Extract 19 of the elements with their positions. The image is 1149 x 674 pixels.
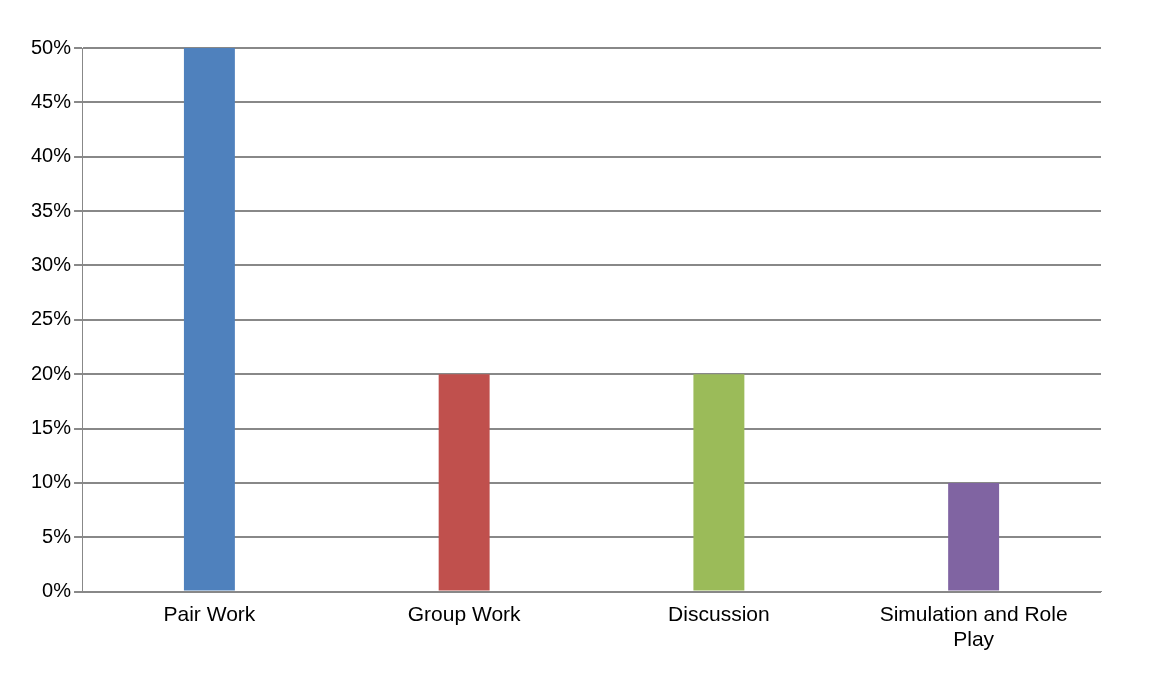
y-tick-label: 45%: [31, 89, 72, 112]
y-tick-label: 40%: [31, 144, 72, 167]
bar: [948, 482, 1000, 591]
bar: [693, 374, 745, 591]
y-tick-label: 0%: [42, 579, 72, 602]
bar: [438, 374, 490, 591]
bar: [183, 48, 235, 591]
x-tick-label: Discussion: [668, 602, 770, 625]
y-tick-label: 50%: [31, 35, 72, 58]
x-tick-label: Simulation and Role Play: [879, 602, 1068, 651]
x-tick-label: Group Work: [407, 602, 522, 625]
y-tick-label: 25%: [31, 307, 72, 330]
x-tick-label: Pair Work: [163, 602, 256, 625]
y-tick-label: 20%: [31, 361, 72, 384]
y-tick-label: 35%: [31, 198, 72, 221]
y-tick-label: 10%: [31, 470, 72, 493]
y-tick-label: 30%: [31, 252, 72, 275]
y-tick-label: 5%: [42, 524, 72, 547]
y-tick-label: 15%: [31, 416, 72, 439]
